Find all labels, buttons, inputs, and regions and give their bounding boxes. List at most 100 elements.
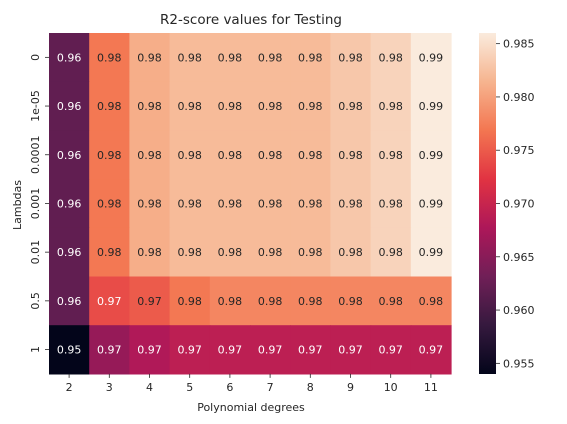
cell-value-label: 0.97 — [258, 344, 283, 357]
cell-value-label: 0.98 — [298, 100, 323, 113]
cell-value-label: 0.98 — [378, 100, 403, 113]
cell-value-label: 0.99 — [419, 197, 444, 210]
heatmap-cell — [129, 81, 171, 131]
cell-value-label: 0.97 — [378, 344, 403, 357]
heatmap-cell — [290, 81, 331, 131]
heatmap-cell — [129, 227, 171, 278]
heatmap-cell — [169, 130, 211, 180]
cell-value-label: 0.96 — [57, 149, 82, 162]
cell-value-label: 0.98 — [97, 246, 122, 259]
heatmap-cell — [410, 81, 452, 131]
heatmap-cell — [410, 179, 452, 229]
y-axis-label: Lambdas — [11, 180, 24, 230]
cell-value-label: 0.98 — [218, 100, 243, 113]
heatmap-cell — [330, 33, 372, 83]
cell-value-label: 0.96 — [57, 246, 82, 259]
heatmap-cell — [49, 227, 90, 278]
cell-value-label: 0.97 — [298, 344, 323, 357]
cell-value-label: 0.98 — [137, 51, 162, 64]
heatmap-cell — [330, 130, 372, 180]
heatmap-cell — [49, 130, 90, 180]
colorbar — [479, 33, 496, 374]
cell-value-label: 0.99 — [419, 246, 444, 259]
chart-title: R2-score values for Testing — [160, 12, 342, 28]
cell-value-label: 0.98 — [137, 197, 162, 210]
cell-value-label: 0.98 — [218, 51, 243, 64]
x-tick-label: 3 — [106, 381, 113, 394]
heatmap-cell — [290, 276, 331, 326]
cell-value-label: 0.97 — [137, 344, 162, 357]
heatmap-cell — [370, 81, 412, 131]
heatmap-cell — [169, 227, 211, 278]
y-axis-ticks: 0 1e-05 0.0001 0.001 0.01 0.5 1 — [29, 54, 49, 353]
heatmap-cell — [169, 81, 211, 131]
heatmap-cell — [330, 276, 372, 326]
y-tick-label: 0.001 — [29, 188, 42, 220]
heatmap-cell — [370, 276, 412, 326]
heatmap-cell — [169, 325, 211, 375]
cell-value-label: 0.98 — [218, 295, 243, 308]
heatmap-cell — [209, 276, 251, 326]
cell-value-label: 0.98 — [258, 295, 283, 308]
heatmap-cell — [250, 325, 291, 375]
heatmap-cell — [49, 179, 90, 229]
heatmap-cell — [209, 130, 251, 180]
cell-value-label: 0.99 — [419, 149, 444, 162]
colorbar-tick-label: 0.955 — [503, 357, 535, 370]
cell-value-label: 0.98 — [137, 149, 162, 162]
heatmap-cell — [89, 179, 130, 229]
cell-value-label: 0.98 — [177, 149, 202, 162]
heatmap-cell — [330, 227, 372, 278]
cell-value-label: 0.98 — [338, 100, 363, 113]
heatmap-cell — [250, 227, 291, 278]
heatmap-cell — [290, 179, 331, 229]
cell-value-label: 0.96 — [57, 197, 82, 210]
x-tick-label: 10 — [384, 381, 398, 394]
heatmap-cell — [209, 179, 251, 229]
heatmap-cell — [129, 179, 171, 229]
heatmap-cell — [89, 81, 130, 131]
heatmap-cell — [370, 325, 412, 375]
heatmap-cell — [370, 227, 412, 278]
cell-value-label: 0.98 — [338, 246, 363, 259]
cell-value-label: 0.98 — [338, 51, 363, 64]
y-tick-label: 1e-05 — [29, 90, 42, 122]
y-tick-label: 1 — [29, 346, 42, 353]
cell-value-label: 0.98 — [137, 246, 162, 259]
cell-value-label: 0.96 — [57, 295, 82, 308]
colorbar-tick-label: 0.965 — [503, 251, 535, 264]
cell-value-label: 0.98 — [177, 51, 202, 64]
x-tick-label: 6 — [226, 381, 233, 394]
heatmap-cell — [129, 325, 171, 375]
heatmap-cell — [89, 227, 130, 278]
heatmap-cell — [49, 325, 90, 375]
heatmap-cell — [290, 130, 331, 180]
x-tick-label: 11 — [424, 381, 438, 394]
x-axis-label: Polynomial degrees — [197, 401, 305, 414]
x-tick-label: 8 — [307, 381, 314, 394]
cell-value-label: 0.98 — [298, 149, 323, 162]
heatmap-cell — [330, 81, 372, 131]
cell-value-label: 0.98 — [97, 197, 122, 210]
heatmap-cell — [370, 33, 412, 83]
cell-annotations: 0.96 0.98 0.98 0.98 0.98 0.98 0.98 0.98 0.98 0.99… — [57, 51, 443, 356]
y-tick-label: 0.0001 — [29, 136, 42, 175]
heatmap-cell — [410, 227, 452, 278]
heatmap-cell — [89, 276, 130, 326]
heatmap-cell — [290, 33, 331, 83]
cell-value-label: 0.98 — [378, 197, 403, 210]
cell-value-label: 0.97 — [137, 295, 162, 308]
cell-value-label: 0.98 — [338, 295, 363, 308]
y-tick-label: 0 — [29, 54, 42, 61]
cell-value-label: 0.97 — [177, 344, 202, 357]
x-tick-label: 5 — [186, 381, 193, 394]
cell-value-label: 0.98 — [218, 246, 243, 259]
cell-value-label: 0.98 — [419, 295, 444, 308]
heatmap-cell — [330, 179, 372, 229]
cell-value-label: 0.98 — [378, 295, 403, 308]
heatmap-cell — [250, 276, 291, 326]
cell-value-label: 0.98 — [258, 51, 283, 64]
heatmap-cell — [370, 179, 412, 229]
heatmap-cell — [250, 33, 291, 83]
